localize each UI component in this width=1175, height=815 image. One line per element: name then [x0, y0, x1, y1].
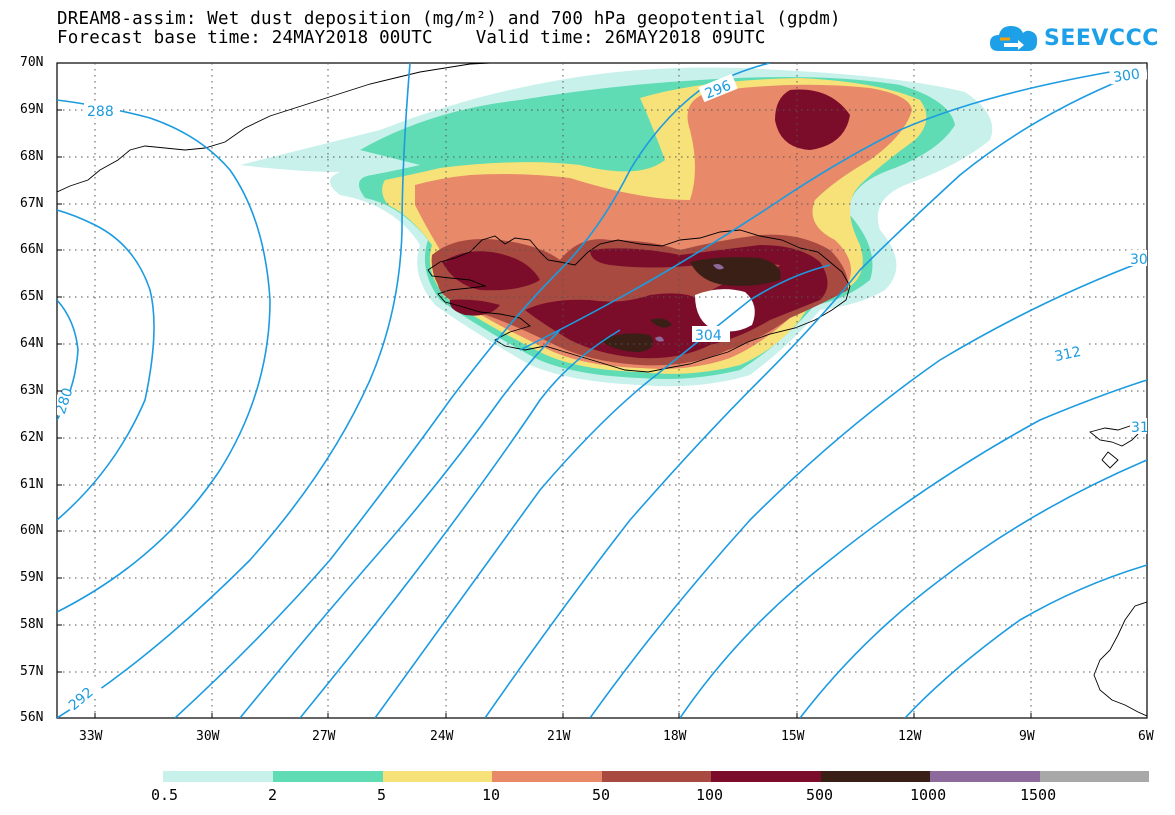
contour-label-304: 304 [695, 328, 722, 344]
cloud-icon [990, 26, 1038, 51]
contour-308 [679, 379, 1147, 718]
legend-label-10: 10 [482, 786, 501, 804]
coastlines [57, 63, 1147, 717]
legend-label-500: 500 [806, 786, 834, 804]
dust-deposition-field [240, 67, 993, 387]
color-legend-bar [163, 771, 1149, 782]
seevccc-logo: SEEVCCC [988, 20, 1159, 56]
contour-labels: 288 296 300 30 304 312 280 292 31 [57, 63, 1149, 714]
legend-swatch-1000 [930, 771, 1040, 782]
deposition-gap [695, 289, 755, 332]
lat-label-70n: 70N [20, 55, 44, 70]
legend-swatch-10 [492, 771, 602, 782]
contour-312 [799, 459, 1147, 718]
contour-288 [57, 99, 271, 613]
lat-label-62n: 62N [20, 430, 44, 445]
legend-swatch-1500 [1040, 771, 1149, 782]
lon-label-6w: 6W [1138, 729, 1154, 744]
title-line-1: DREAM8-assim: Wet dust deposition (mg/m²… [57, 9, 841, 29]
contour-label-288: 288 [87, 104, 114, 120]
contour-label-300: 300 [1112, 66, 1141, 86]
lat-label-64n: 64N [20, 336, 44, 351]
lat-label-67n: 67N [20, 196, 44, 211]
legend-swatch-0.5 [163, 771, 273, 782]
legend-swatch-2 [273, 771, 383, 782]
lon-label-9w: 9W [1019, 729, 1035, 744]
lat-label-57n: 57N [20, 664, 44, 679]
contour-e [904, 564, 1147, 718]
legend-label-5: 5 [377, 786, 387, 804]
lat-label-69n: 69N [20, 102, 44, 117]
lon-label-33w: 33W [79, 729, 103, 744]
scotland-coastline [1093, 601, 1147, 717]
contour-300 [519, 71, 1111, 351]
faroe-coastline [1089, 425, 1141, 469]
axis-ticks [57, 109, 1032, 718]
contour-304 [589, 259, 1147, 718]
contour-c [299, 329, 621, 718]
lat-label-63n: 63N [20, 383, 44, 398]
legend-swatch-500 [821, 771, 930, 782]
title-line-2: Forecast base time: 24MAY2018 00UTC Vali… [57, 28, 766, 48]
lon-label-18w: 18W [663, 729, 687, 744]
lat-label-65n: 65N [20, 289, 44, 304]
lon-label-24w: 24W [430, 729, 454, 744]
legend-label-1000: 1000 [910, 786, 947, 804]
greenland-coastline [57, 63, 491, 193]
contour-296 [484, 69, 1147, 718]
geopotential-contours [57, 63, 1147, 718]
legend-swatch-50 [602, 771, 711, 782]
legend-swatch-100 [711, 771, 821, 782]
lat-label-61n: 61N [20, 477, 44, 492]
contour-b [239, 329, 561, 718]
deposition-500-region [600, 257, 781, 352]
iceland-coastline [427, 229, 851, 373]
contour-label-312: 312 [1053, 344, 1082, 365]
legend-label-2: 2 [268, 786, 278, 804]
logo-text: SEEVCCC [1044, 25, 1159, 51]
legend-label-1500: 1500 [1020, 786, 1057, 804]
lat-label-58n: 58N [20, 617, 44, 632]
lat-label-56n: 56N [20, 710, 44, 725]
lon-label-21w: 21W [547, 729, 571, 744]
legend-swatch-5 [383, 771, 492, 782]
contour-label-30: 30 [1130, 252, 1148, 268]
lat-label-60n: 60N [20, 523, 44, 538]
lon-label-27w: 27W [312, 729, 336, 744]
contour-a [174, 63, 771, 718]
contour-label-31: 31 [1131, 420, 1149, 436]
chart-title: DREAM8-assim: Wet dust deposition (mg/m²… [57, 10, 841, 48]
deposition-100-region [442, 89, 850, 359]
legend-label-50: 50 [592, 786, 611, 804]
graticule [57, 63, 1147, 718]
legend-label-100: 100 [696, 786, 724, 804]
lon-label-12w: 12W [898, 729, 922, 744]
lat-label-68n: 68N [20, 149, 44, 164]
lon-label-15w: 15W [781, 729, 805, 744]
contour-d [374, 264, 831, 718]
contour-292 [57, 63, 411, 718]
lat-label-66n: 66N [20, 242, 44, 257]
lon-label-30w: 30W [196, 729, 220, 744]
contour-284 [57, 209, 155, 521]
lat-label-59n: 59N [20, 570, 44, 585]
legend-label-0.5: 0.5 [151, 786, 179, 804]
